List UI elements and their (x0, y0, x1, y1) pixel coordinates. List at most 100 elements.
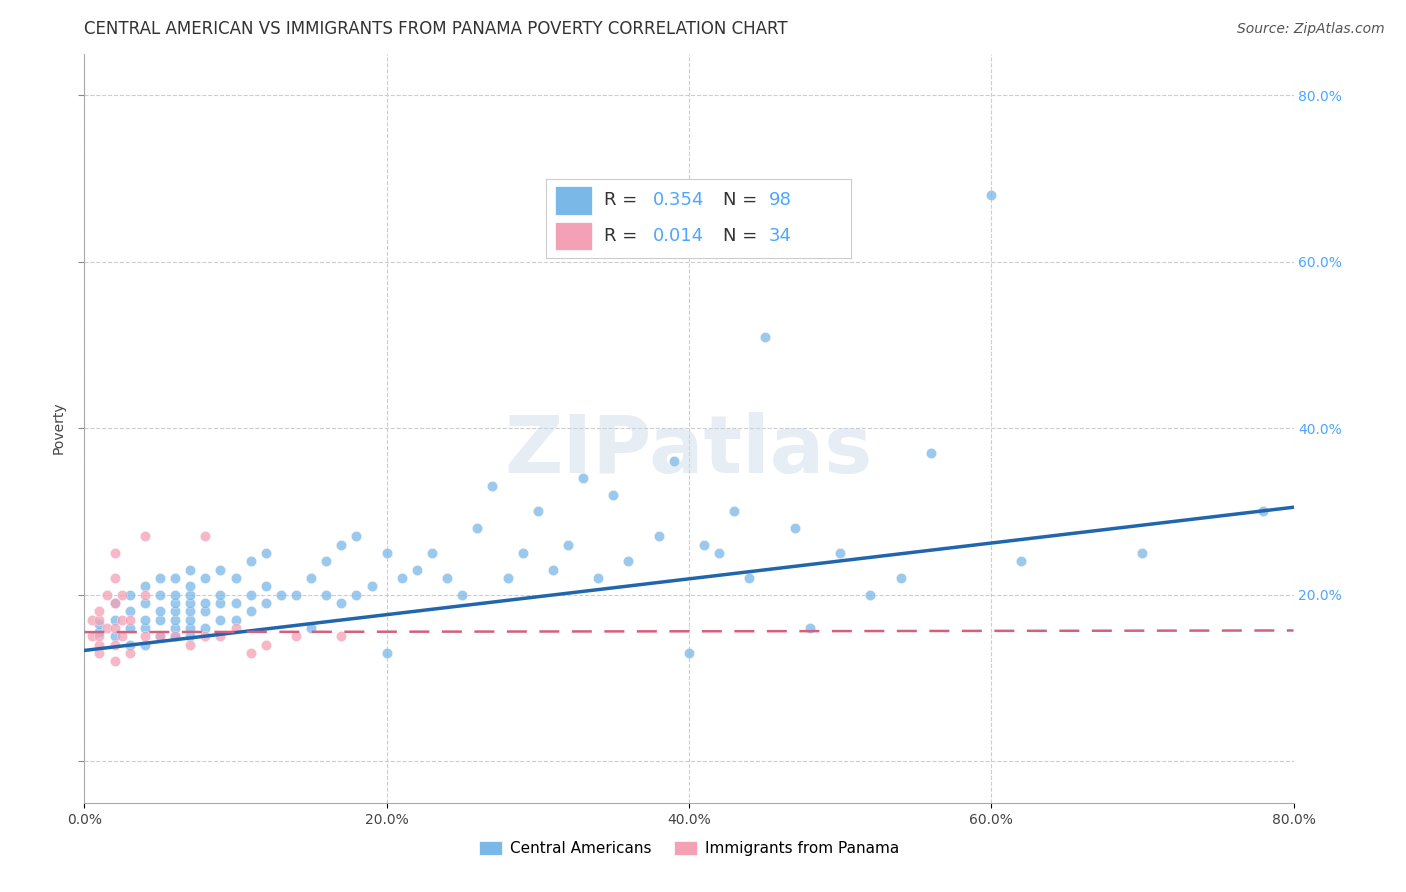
Point (149, 604, 172, 618)
Point (239, 646, 262, 660)
Point (118, 638, 141, 652)
Point (134, 638, 156, 652)
Point (738, 571, 761, 585)
Text: CENTRAL AMERICAN VS IMMIGRANTS FROM PANAMA POVERTY CORRELATION CHART: CENTRAL AMERICAN VS IMMIGRANTS FROM PANA… (84, 21, 787, 38)
Point (557, 538, 579, 552)
Point (890, 571, 912, 585)
Point (104, 621, 127, 635)
Text: ZIPatlas: ZIPatlas (505, 411, 873, 490)
Point (602, 488, 624, 502)
Point (693, 538, 716, 552)
Bar (555, 222, 592, 251)
Point (89, 616, 111, 631)
Point (134, 621, 156, 635)
Point (149, 629, 172, 643)
Point (80, 629, 103, 643)
Point (179, 588, 201, 602)
Point (134, 579, 156, 593)
Point (209, 613, 232, 627)
Point (149, 629, 172, 643)
Point (391, 571, 413, 585)
Point (315, 588, 337, 602)
Point (209, 588, 232, 602)
Text: Source: ZipAtlas.com: Source: ZipAtlas.com (1237, 22, 1385, 37)
Point (118, 621, 141, 635)
Point (179, 596, 201, 610)
Point (239, 554, 262, 568)
Point (209, 596, 232, 610)
Point (118, 646, 141, 660)
Text: 0.354: 0.354 (652, 192, 704, 210)
Point (678, 646, 700, 660)
Point (980, 188, 1002, 202)
Point (179, 621, 201, 635)
Point (134, 529, 156, 543)
Point (104, 596, 127, 610)
Point (299, 571, 322, 585)
Text: R =: R = (605, 192, 643, 210)
Point (254, 579, 277, 593)
Point (149, 571, 172, 585)
Point (89, 629, 111, 643)
Point (830, 546, 852, 560)
Point (225, 613, 247, 627)
Point (118, 613, 141, 627)
Point (1130, 546, 1153, 560)
Point (118, 588, 141, 602)
Point (375, 646, 398, 660)
Point (179, 579, 201, 593)
Point (225, 596, 247, 610)
Point (1011, 554, 1033, 568)
Point (436, 571, 458, 585)
Text: R =: R = (605, 227, 643, 245)
Point (165, 604, 187, 618)
Point (496, 571, 519, 585)
Point (225, 571, 247, 585)
Point (285, 629, 308, 643)
Point (420, 546, 443, 560)
Point (315, 554, 337, 568)
Point (194, 571, 217, 585)
Point (111, 629, 134, 643)
Point (254, 638, 277, 652)
Point (588, 571, 610, 585)
Point (481, 479, 503, 493)
Point (179, 563, 201, 577)
Point (179, 629, 201, 643)
Point (346, 588, 368, 602)
Point (254, 546, 277, 560)
Y-axis label: Poverty: Poverty (52, 402, 66, 454)
Point (254, 596, 277, 610)
Point (165, 613, 187, 627)
Point (360, 579, 382, 593)
Point (179, 638, 201, 652)
Point (406, 563, 429, 577)
Point (375, 546, 398, 560)
Point (104, 613, 127, 627)
Point (165, 621, 187, 635)
Point (209, 629, 232, 643)
Text: 98: 98 (769, 192, 792, 210)
Text: 0.014: 0.014 (652, 227, 704, 245)
Point (467, 521, 489, 535)
Point (512, 546, 534, 560)
Point (527, 504, 550, 518)
Point (194, 629, 217, 643)
Point (330, 629, 353, 643)
Point (617, 554, 640, 568)
Point (104, 629, 127, 643)
Point (165, 571, 187, 585)
Point (225, 621, 247, 635)
Point (662, 454, 685, 468)
Point (270, 588, 292, 602)
Point (209, 563, 232, 577)
Point (89, 625, 111, 640)
Point (285, 588, 308, 602)
Point (451, 588, 474, 602)
Point (149, 588, 172, 602)
Point (346, 529, 368, 543)
Point (165, 629, 187, 643)
Point (89, 613, 111, 627)
Legend: Central Americans, Immigrants from Panama: Central Americans, Immigrants from Panam… (472, 835, 905, 863)
Point (134, 629, 156, 643)
